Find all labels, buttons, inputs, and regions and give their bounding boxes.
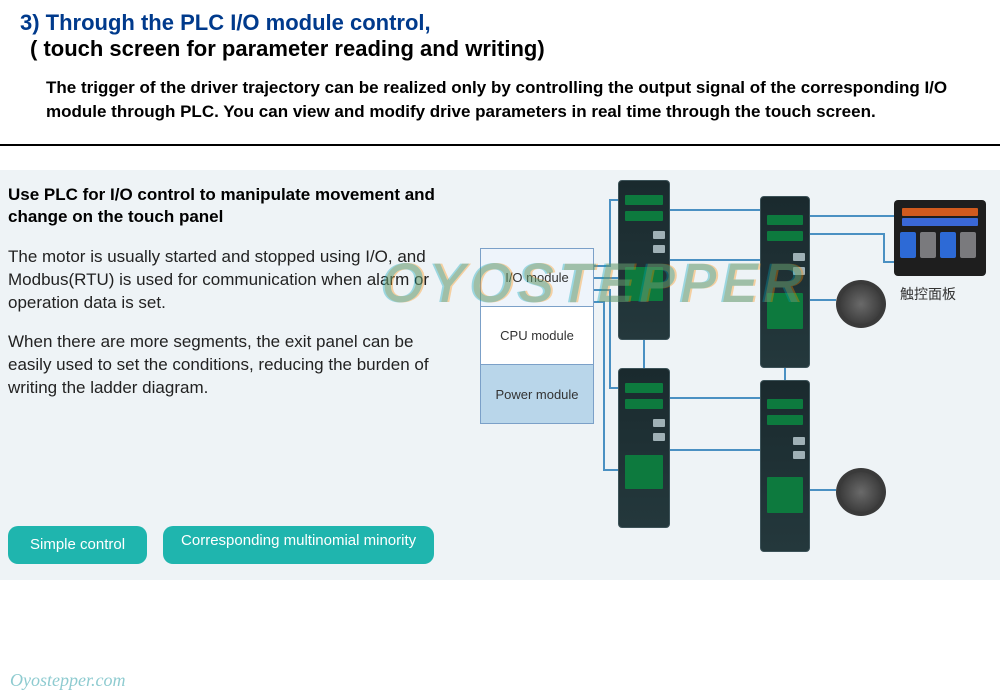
pill-multinomial: Corresponding multinomial minority <box>163 526 434 564</box>
header: 3) Through the PLC I/O module control, (… <box>0 0 1000 146</box>
driver-module-a-icon <box>618 180 670 340</box>
pill-simple-control: Simple control <box>8 526 147 564</box>
motor-a-icon <box>836 280 886 328</box>
lower-panel: Use PLC for I/O control to manipulate mo… <box>0 170 1000 580</box>
plc-io-module: I/O module <box>481 249 593 307</box>
touch-panel-icon <box>894 200 986 276</box>
system-diagram: I/O module CPU module Power module <box>470 170 1000 580</box>
paragraph-1: The motor is usually started and stopped… <box>8 246 456 315</box>
driver-module-b-icon <box>618 368 670 528</box>
left-column: Use PLC for I/O control to manipulate mo… <box>8 184 456 416</box>
pill-row: Simple control Corresponding multinomial… <box>8 526 434 564</box>
subheading: Use PLC for I/O control to manipulate mo… <box>8 184 456 228</box>
watermark-small: Oyostepper.com <box>10 670 125 691</box>
section-description: The trigger of the driver trajectory can… <box>46 76 970 124</box>
paragraph-2: When there are more segments, the exit p… <box>8 331 456 400</box>
driver-module-d-icon <box>760 380 810 552</box>
section-title-line2: ( touch screen for parameter reading and… <box>30 36 980 62</box>
plc-power-module: Power module <box>481 365 593 423</box>
plc-cpu-module: CPU module <box>481 307 593 365</box>
section-title-line1: 3) Through the PLC I/O module control, <box>20 10 980 36</box>
driver-module-c-icon <box>760 196 810 368</box>
motor-b-icon <box>836 468 886 516</box>
touch-panel-label: 触控面板 <box>900 284 956 304</box>
plc-stack: I/O module CPU module Power module <box>480 248 594 424</box>
